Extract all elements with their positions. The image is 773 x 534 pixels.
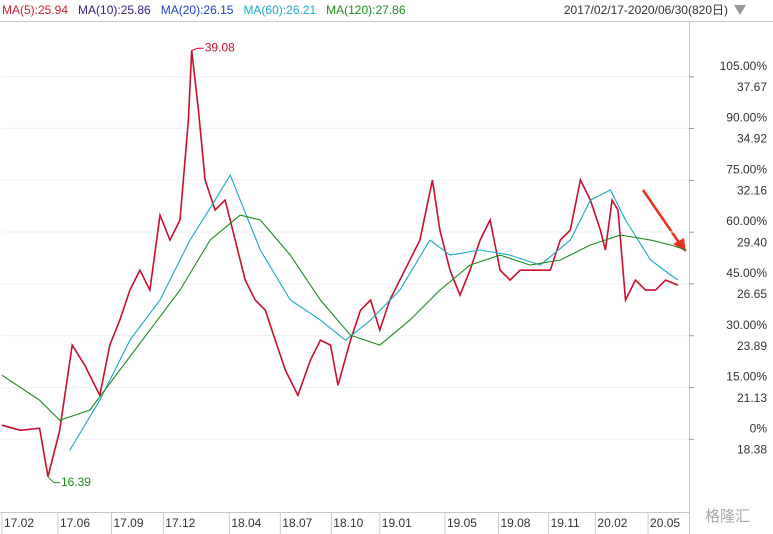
percent-tick-label: 15.00% [726,370,767,384]
trend-arrow [641,189,682,245]
percent-tick-label: 105.00% [720,59,768,73]
y-tick-label: 26.65 [737,287,767,301]
series-line [69,173,679,451]
y-tick-label: 23.89 [737,339,767,353]
percent-tick-label: 30.00% [726,318,767,332]
x-tick-label: 17.06 [60,516,90,530]
percent-tick-label: 75.00% [726,162,767,176]
y-tick-label: 29.40 [737,235,767,249]
y-tick-label: 18.38 [737,442,767,456]
y-tick-label: 34.92 [737,132,767,146]
percent-tick-label: 60.00% [726,214,767,228]
x-tick-label: 18.07 [282,516,312,530]
watermark-bg [690,500,770,530]
x-tick-label: 17.09 [113,516,143,530]
legend-entry: MA(60):26.21 [243,3,316,17]
legend-entry: MA(5):25.94 [2,3,68,17]
legend: MA(5):25.94 MA(10):25.86 MA(20):26.15 MA(60… [2,3,406,17]
annotation-label: 39.08 [205,40,235,54]
x-tick-label: 19.01 [382,516,412,530]
legend-entry: MA(120):27.86 [326,3,406,17]
x-tick-label: 18.10 [333,516,363,530]
x-tick-label: 19.05 [447,516,477,530]
x-tick-label: 20.02 [597,516,627,530]
y-tick-label: 21.13 [737,391,767,405]
x-tick-label: 19.08 [500,516,530,530]
legend-entry: MA(10):25.86 [78,3,151,17]
y-tick-label: 37.67 [737,80,767,94]
y-tick-label: 32.16 [737,183,767,197]
x-tick-label: 18.04 [231,516,261,530]
percent-tick-label: 90.00% [726,111,767,125]
range-label: 2017/02/17-2020/06/30(820日) [564,3,728,17]
percent-tick-label: 45.00% [726,266,767,280]
annotation-leader [47,476,60,484]
watermark: 格隆汇 [705,508,750,525]
x-tick-label: 19.11 [551,516,580,530]
series-line [1,50,679,477]
x-tick-label: 17.02 [4,516,34,530]
x-tick-label: 17.12 [165,516,195,530]
annotation-label: 16.39 [61,475,91,489]
legend-entry: MA(20):26.15 [161,3,234,17]
series-line [1,214,687,421]
percent-tick-label: 0% [750,421,768,435]
annotation-leader [191,47,204,51]
x-tick-label: 20.05 [650,516,680,530]
dropdown-icon[interactable] [734,5,746,15]
